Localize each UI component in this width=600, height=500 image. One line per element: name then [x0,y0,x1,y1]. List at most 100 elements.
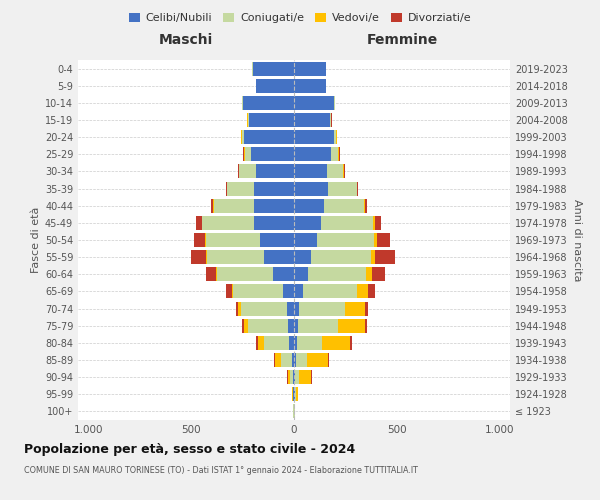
Bar [346,302,365,316]
Bar [365,302,368,316]
Bar [293,388,294,402]
Bar [365,318,367,332]
Bar [202,216,254,230]
Bar [324,198,364,212]
Bar [365,198,367,212]
Bar [334,130,336,144]
Bar [206,233,260,247]
Bar [245,148,251,162]
Bar [307,353,328,367]
Bar [206,268,216,281]
Bar [371,250,375,264]
Bar [232,284,233,298]
Bar [357,182,358,196]
Bar [254,216,294,230]
Bar [331,148,338,162]
Bar [288,370,290,384]
Bar [322,336,350,350]
Bar [253,62,294,76]
Bar [226,182,227,196]
Text: Popolazione per età, sesso e stato civile - 2024: Popolazione per età, sesso e stato civil… [24,442,355,456]
Bar [375,250,395,264]
Bar [294,250,311,264]
Bar [294,336,297,350]
Bar [308,268,366,281]
Text: Maschi: Maschi [159,34,213,48]
Bar [296,353,307,367]
Bar [249,113,294,127]
Bar [251,148,294,162]
Bar [294,216,321,230]
Bar [294,198,324,212]
Bar [292,353,294,367]
Bar [243,148,244,162]
Bar [294,130,334,144]
Bar [283,284,294,298]
Bar [294,318,298,332]
Bar [214,198,254,212]
Bar [294,78,326,92]
Y-axis label: Fasce di età: Fasce di età [31,207,41,273]
Bar [294,113,330,127]
Bar [196,216,202,230]
Bar [328,182,357,196]
Bar [294,370,295,384]
Bar [260,233,294,247]
Bar [216,268,217,281]
Bar [191,250,206,264]
Bar [242,96,294,110]
Text: COMUNE DI SAN MAURO TORINESE (TO) - Dati ISTAT 1° gennaio 2024 - Elaborazione TU: COMUNE DI SAN MAURO TORINESE (TO) - Dati… [24,466,418,475]
Bar [294,284,303,298]
Bar [217,268,274,281]
Bar [242,318,244,332]
Bar [294,148,331,162]
Bar [256,78,294,92]
Bar [289,336,294,350]
Bar [287,302,294,316]
Bar [294,164,327,178]
Bar [294,96,334,110]
Bar [194,233,205,247]
Bar [299,370,311,384]
Bar [274,353,275,367]
Bar [330,113,331,127]
Bar [377,233,389,247]
Bar [294,182,328,196]
Bar [290,370,293,384]
Bar [375,216,382,230]
Bar [334,96,335,110]
Bar [294,268,308,281]
Bar [238,302,241,316]
Text: Femmine: Femmine [367,34,437,48]
Bar [264,336,289,350]
Bar [350,336,352,350]
Bar [239,164,256,178]
Bar [288,318,294,332]
Bar [211,198,214,212]
Bar [294,233,317,247]
Bar [233,284,283,298]
Bar [244,318,248,332]
Bar [236,302,238,316]
Bar [317,233,374,247]
Bar [206,250,264,264]
Legend: Celibi/Nubili, Coniugati/e, Vedovi/e, Divorziati/e: Celibi/Nubili, Coniugati/e, Vedovi/e, Di… [124,8,476,28]
Bar [294,353,296,367]
Bar [328,353,329,367]
Bar [293,370,294,384]
Bar [264,250,294,264]
Bar [242,130,244,144]
Y-axis label: Anni di nascita: Anni di nascita [572,198,582,281]
Bar [241,302,287,316]
Bar [344,164,345,178]
Bar [256,164,294,178]
Bar [296,388,298,402]
Bar [357,284,368,298]
Bar [238,164,239,178]
Bar [226,284,232,298]
Bar [299,302,346,316]
Bar [303,284,357,298]
Bar [373,216,375,230]
Bar [281,353,292,367]
Bar [258,336,264,350]
